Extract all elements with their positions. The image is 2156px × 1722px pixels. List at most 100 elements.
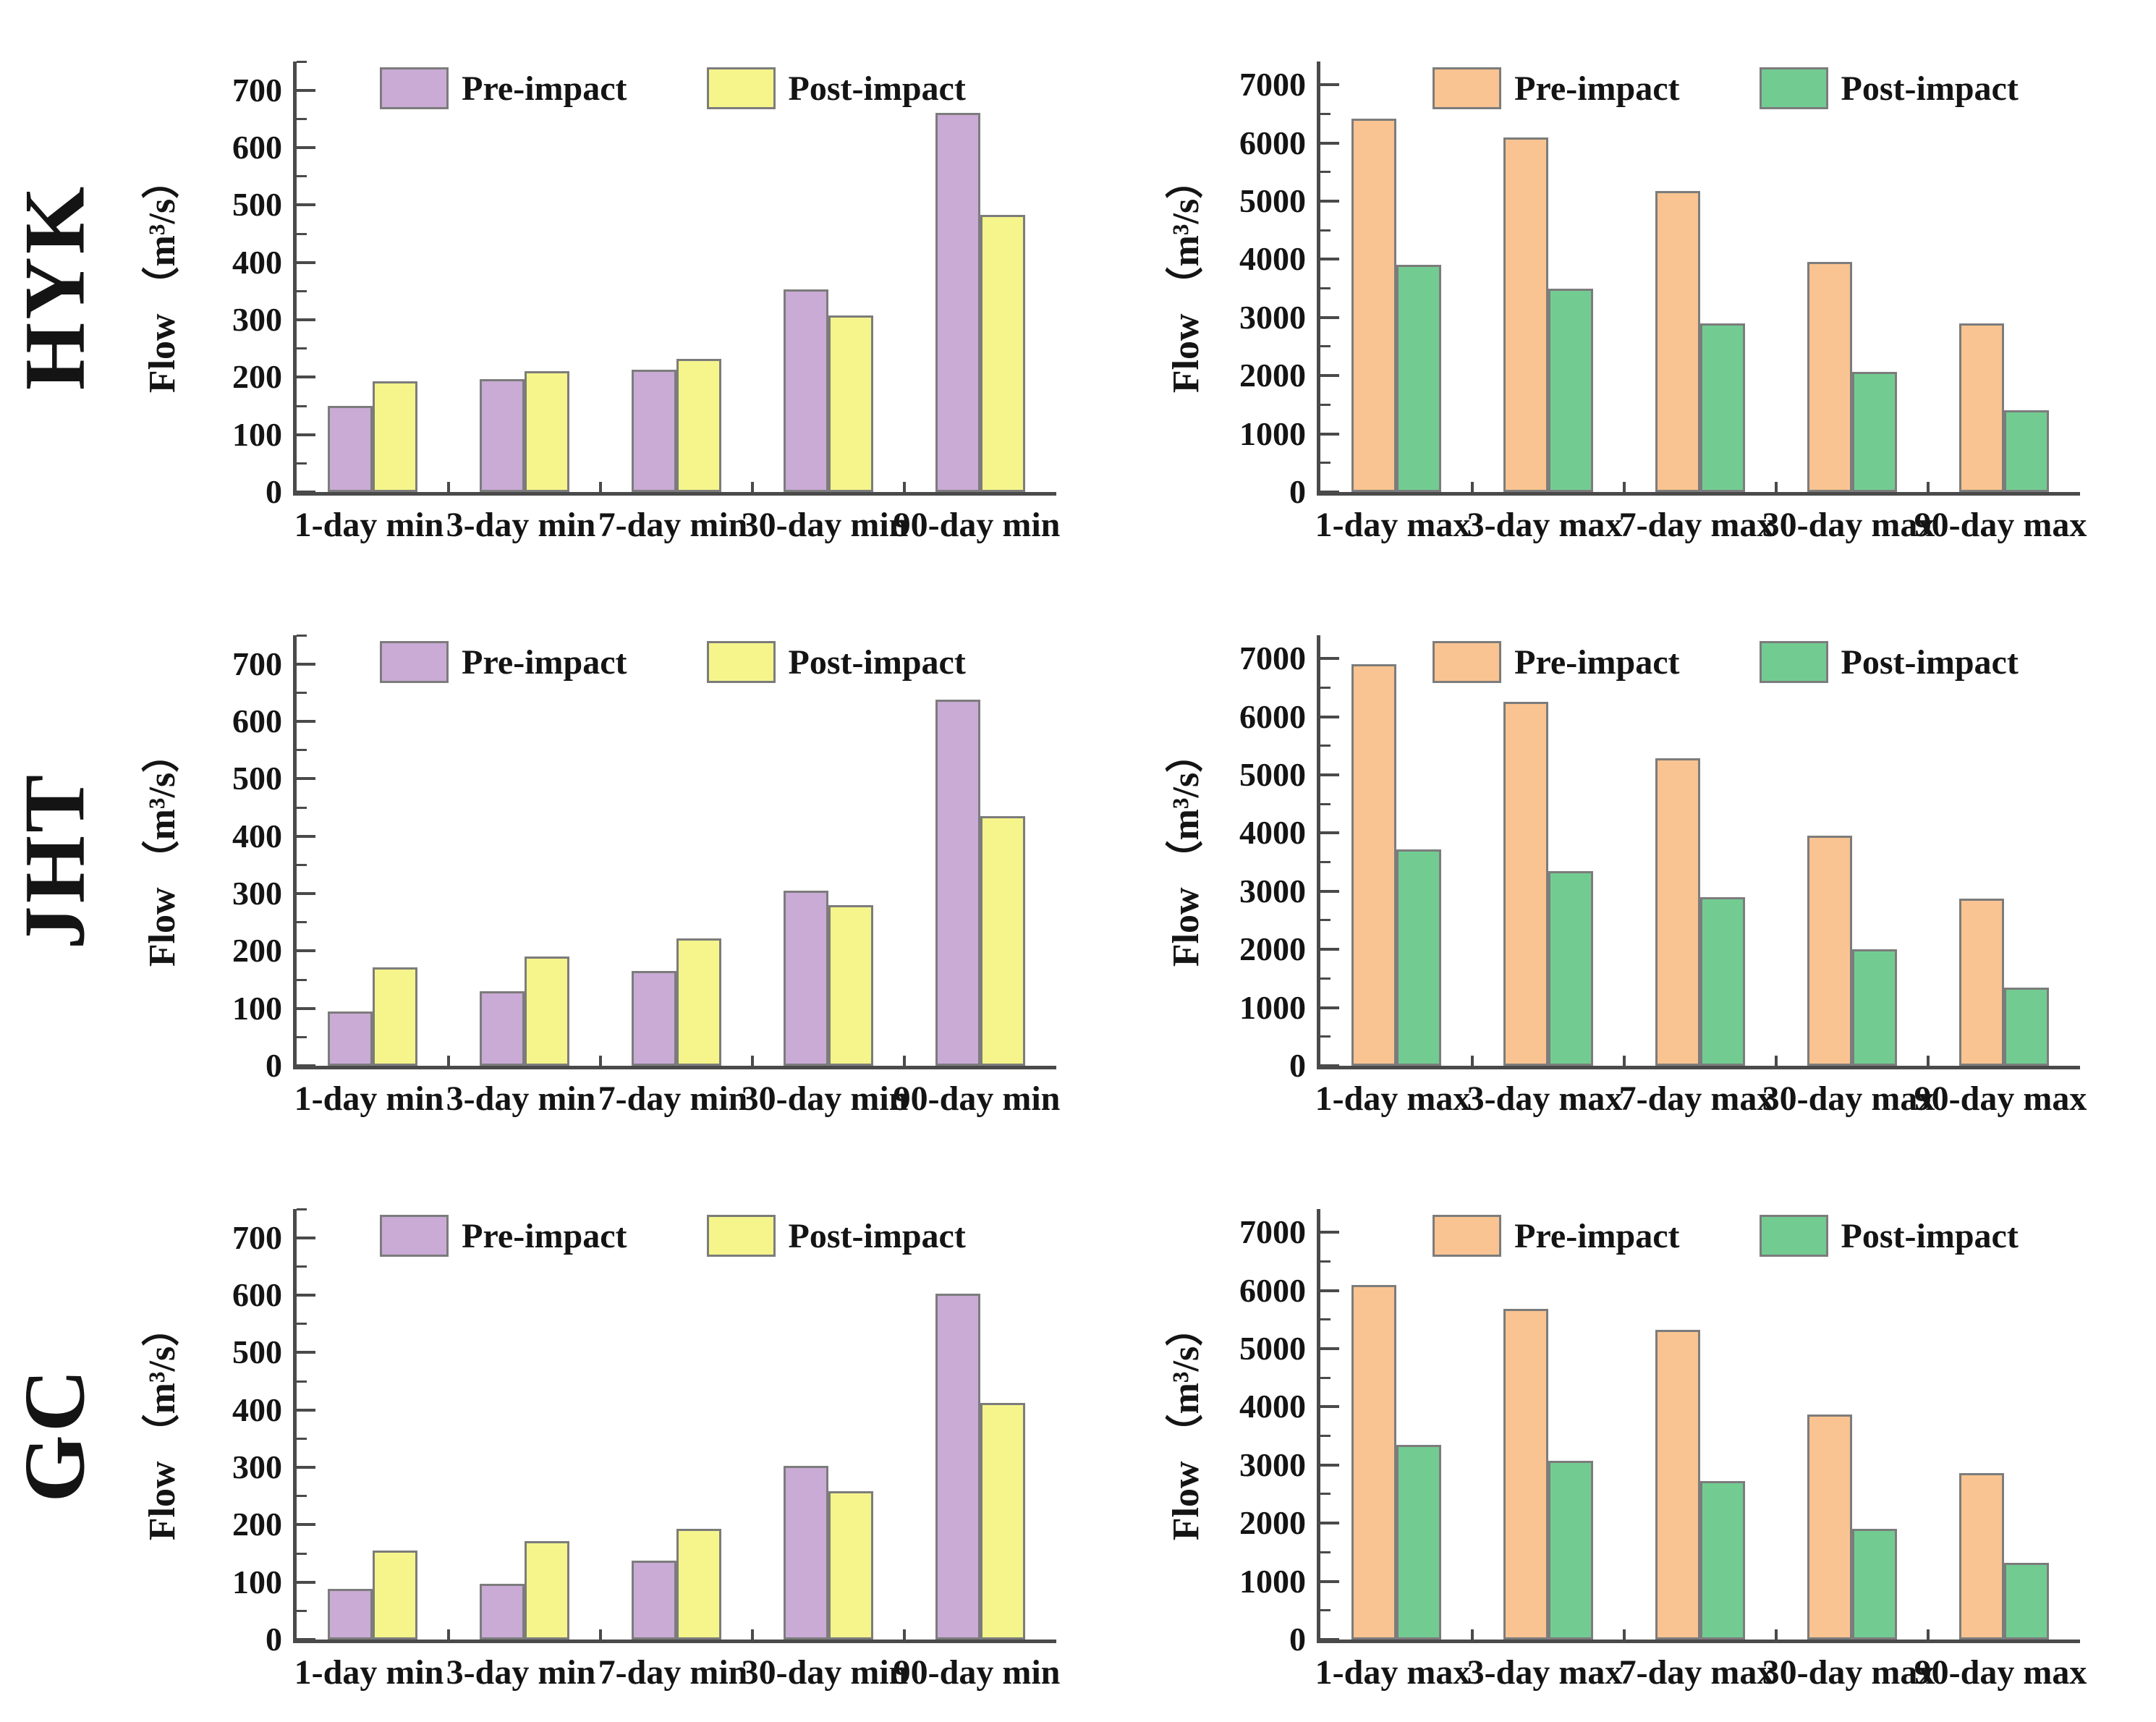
bar-pre-impact <box>1655 758 1700 1066</box>
chart-jht-min-flow: 0 100 200 300 400 500 600 700 1-day min 3-day min… <box>109 574 1132 1148</box>
bar-post-impact <box>980 214 1025 492</box>
y-minor-tick <box>297 232 307 235</box>
y-major-tick <box>1320 715 1339 718</box>
plot-area <box>1317 62 2080 496</box>
bar-post-impact <box>980 815 1025 1066</box>
y-tick-label: 200 <box>232 932 282 970</box>
y-tick-label: 600 <box>232 129 282 166</box>
y-major-tick <box>297 662 315 666</box>
y-major-tick <box>297 260 315 264</box>
x-boundary-tick <box>447 1629 450 1640</box>
bar-post-impact <box>525 957 569 1066</box>
y-minor-tick <box>1320 745 1330 747</box>
y-tick-label: 6000 <box>1239 124 1306 161</box>
y-tick-label: 3000 <box>1239 298 1306 336</box>
bar-post-impact <box>676 1528 721 1640</box>
y-minor-tick <box>297 175 307 178</box>
x-category-label: 7-day min <box>598 1653 748 1692</box>
chart-hyk-max-flow: 0 1000 2000 3000 4000 5000 6000 7000 1-day max 3-… <box>1132 0 2156 574</box>
bar-pre-impact <box>480 991 525 1066</box>
y-major-tick <box>297 433 315 436</box>
y-major-tick <box>297 720 315 723</box>
x-category-label: 1-day max <box>1315 1653 1471 1692</box>
y-tick-label: 200 <box>232 358 282 396</box>
y-tick-label: 2000 <box>1239 930 1306 968</box>
x-boundary-tick <box>751 482 754 492</box>
bar-post-impact <box>1548 1461 1593 1640</box>
bar-post-impact <box>373 967 417 1066</box>
y-tick-label: 3000 <box>1239 1446 1306 1483</box>
y-minor-tick <box>1320 1435 1330 1438</box>
bar-pre-impact <box>1655 190 1700 492</box>
y-major-tick <box>297 949 315 953</box>
y-tick-label: 6000 <box>1239 1271 1306 1309</box>
x-boundary-tick <box>447 482 450 492</box>
y-tick-label: 0 <box>1289 1621 1306 1658</box>
y-tick-label: 100 <box>232 989 282 1027</box>
y-major-tick <box>297 1638 315 1641</box>
y-minor-tick <box>297 1265 307 1268</box>
x-category-label: 7-day max <box>1618 1080 1775 1118</box>
y-tick-label: 4000 <box>1239 1388 1306 1425</box>
y-major-tick <box>1320 1231 1339 1234</box>
bar-post-impact <box>525 1540 569 1640</box>
x-boundary-tick <box>1775 1056 1778 1066</box>
y-tick-label: 0 <box>1289 1047 1306 1084</box>
y-tick-label: 5000 <box>1239 182 1306 219</box>
x-category-label: 90-day max <box>1914 1653 2087 1692</box>
y-tick-label: 5000 <box>1239 755 1306 793</box>
y-major-tick <box>297 1408 315 1412</box>
x-category-label: 30-day max <box>1762 506 1935 544</box>
bar-post-impact <box>1852 949 1897 1066</box>
y-minor-tick <box>297 749 307 752</box>
y-tick-label: 500 <box>232 186 282 224</box>
bar-post-impact <box>980 1403 1025 1640</box>
y-tick-label: 200 <box>232 1506 282 1543</box>
y-major-tick <box>297 777 315 781</box>
y-minor-tick <box>297 806 307 809</box>
x-category-label: 7-day max <box>1618 506 1775 544</box>
y-axis-title: Flow （m³/s） <box>1166 1308 1207 1540</box>
bar-post-impact <box>1396 265 1441 492</box>
y-major-tick <box>1320 1405 1339 1409</box>
y-tick-label: 700 <box>232 71 282 109</box>
x-boundary-tick <box>1775 482 1778 492</box>
bar-post-impact <box>828 315 873 492</box>
y-major-tick <box>1320 831 1339 835</box>
x-boundary-tick <box>751 1629 754 1640</box>
y-tick-label: 500 <box>232 760 282 797</box>
x-boundary-tick <box>1775 1629 1778 1640</box>
y-minor-tick <box>1320 287 1330 290</box>
x-category-label: 1-day min <box>294 1080 444 1118</box>
y-tick-label: 400 <box>232 817 282 854</box>
y-tick-label: 1000 <box>1239 415 1306 452</box>
bar-post-impact <box>828 904 873 1066</box>
y-tick-label: 600 <box>232 703 282 739</box>
bar-pre-impact <box>632 370 676 492</box>
y-minor-tick <box>297 978 307 981</box>
bar-pre-impact <box>1503 702 1548 1066</box>
y-major-tick <box>1320 432 1339 436</box>
x-category-label: 30-day max <box>1762 1080 1935 1118</box>
y-major-tick <box>297 318 315 321</box>
x-category-label: 30-day min <box>741 1080 909 1118</box>
bar-post-impact <box>1852 1529 1897 1640</box>
y-major-tick <box>297 1236 315 1239</box>
y-minor-tick <box>1320 112 1330 115</box>
y-major-tick <box>297 1523 315 1527</box>
y-major-tick <box>1320 315 1339 319</box>
x-boundary-tick <box>903 482 906 492</box>
bar-pre-impact <box>784 891 828 1066</box>
bar-pre-impact <box>328 1011 373 1066</box>
plot-area <box>293 1208 1056 1643</box>
bar-pre-impact <box>632 1560 676 1640</box>
y-tick-label: 6000 <box>1239 697 1306 735</box>
x-category-label: 3-day max <box>1467 1080 1623 1118</box>
y-axis-title: Flow （m³/s） <box>142 734 183 967</box>
bar-post-impact <box>1700 896 1745 1066</box>
y-minor-tick <box>1320 861 1330 864</box>
y-minor-tick <box>297 60 307 63</box>
y-minor-tick <box>297 1035 307 1038</box>
y-major-tick <box>297 1466 315 1469</box>
